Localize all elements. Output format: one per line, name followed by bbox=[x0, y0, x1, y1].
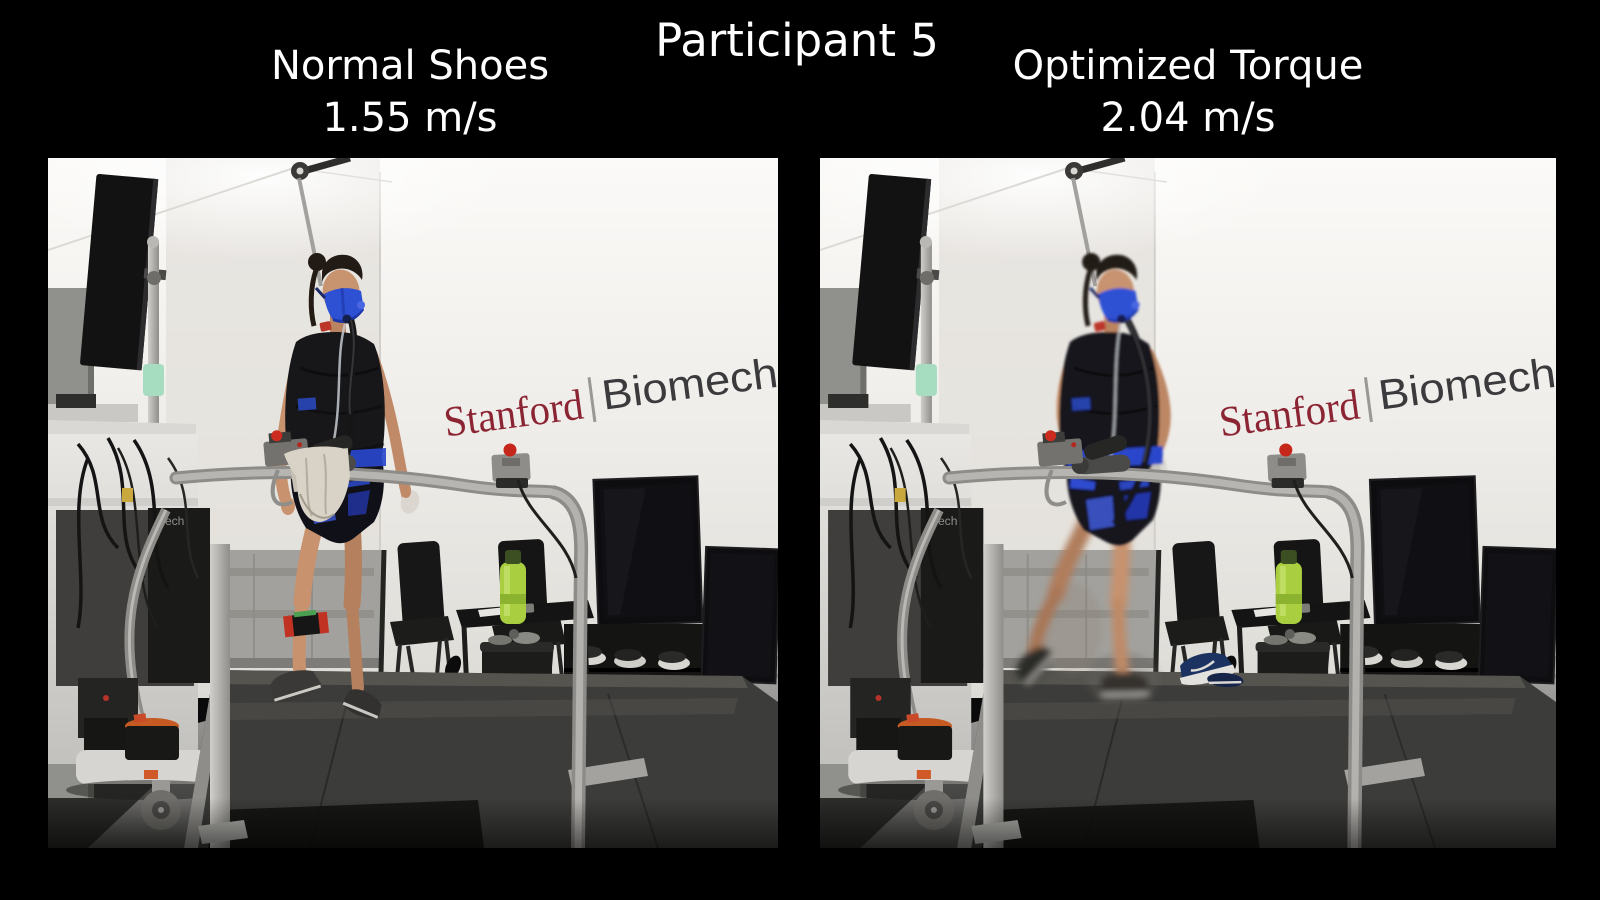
towel bbox=[284, 446, 350, 522]
video-panel-right bbox=[820, 158, 1556, 848]
collar-sensor bbox=[1093, 321, 1106, 332]
right-condition-name: Optimized Torque bbox=[1012, 43, 1364, 89]
hair-bun bbox=[308, 253, 326, 271]
trailing-shoe bbox=[1016, 646, 1055, 686]
collar-sensor bbox=[319, 321, 332, 332]
floor-sneakers bbox=[1179, 652, 1244, 688]
front-shoe bbox=[270, 670, 322, 702]
landing-shoe bbox=[1100, 672, 1151, 701]
sensor-vest bbox=[1059, 314, 1163, 483]
lab-background-use bbox=[820, 158, 1556, 848]
video-panel-left bbox=[48, 158, 778, 848]
hair bbox=[1082, 253, 1138, 327]
rear-shoe bbox=[342, 689, 382, 719]
hair bbox=[308, 253, 363, 327]
oxygen-mask bbox=[1089, 286, 1140, 324]
swoosh bbox=[1190, 660, 1215, 672]
right-condition-label: Optimized Torque 2.04 m/s bbox=[1013, 40, 1364, 144]
right-condition-speed: 2.04 m/s bbox=[1100, 95, 1276, 141]
page-title: Participant 5 bbox=[655, 14, 939, 67]
left-condition-name: Normal Shoes bbox=[270, 43, 550, 89]
calf-sensor-strap bbox=[283, 609, 330, 638]
left-condition-speed: 1.55 m/s bbox=[322, 95, 498, 141]
left-condition-label: Normal Shoes 1.55 m/s bbox=[271, 40, 549, 144]
oxygen-mask bbox=[314, 286, 365, 324]
